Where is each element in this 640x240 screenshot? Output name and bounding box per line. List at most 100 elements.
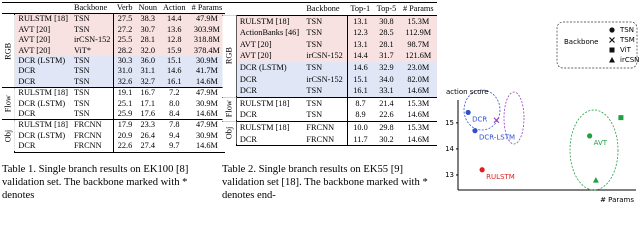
group-label: Obj [222,121,237,146]
column-header [2,1,71,15]
cell: 7.8 [160,119,189,131]
cell: TSN [70,13,115,25]
cell: TSN [303,27,348,39]
cell: DCR (LSTM) [18,98,66,108]
column-header: # Params [188,1,226,15]
cell: 14.6M [399,109,437,122]
table-row: AVT [20] TSN 13.1 28.1 98.7M [222,38,437,51]
y-tick-label: 14 [445,145,454,153]
cell: DCR [14,76,71,89]
table-row: DCR TSN 25.9 17.6 8.4 14.6M [2,109,226,121]
cell: 16.7 [135,87,160,99]
legend-marker [609,27,615,33]
table-row: DCR (LSTM) TSN 25.1 17.1 8.0 30.9M [2,98,225,110]
table-row: DCR (LSTM) TSN 30.3 36.0 15.1 30.9M [2,56,226,67]
cell: 21.4 [373,96,400,110]
cell: TSN [70,98,115,110]
figure: action score # Params Backbone 13 14 15 TSN… [445,21,640,204]
legend-marker [609,57,615,63]
cell: 112.9M [399,27,437,39]
cell: RULSTM [18] [14,119,71,131]
point [618,115,624,121]
point-label: DCR-LSTM [479,134,515,142]
cell: DCR (LSTM) [14,56,71,67]
cell: 8.7 [347,96,374,110]
y-tick-label: 13 [445,171,454,179]
cell: 47.9M [188,87,226,99]
cell: 19.1 [113,87,136,99]
cell: 32.7 [135,76,160,89]
cell: 30.2 [373,133,400,147]
legend-label: irCSN152 [620,56,640,64]
point [472,128,478,134]
cell: 12.3 [347,27,374,39]
cell: 82.0M [399,73,437,86]
point [479,167,485,173]
cell: 8.9 [347,109,374,122]
cell: 22.6 [113,141,136,153]
cell: 14.6 [160,66,189,77]
point-label: AVT [594,139,608,147]
cell: TSN [303,61,348,74]
table-row: DCR FRCNN 22.6 27.4 9.7 14.6M [2,141,226,153]
point [465,109,471,116]
cell: 8.4 [160,109,189,121]
legend-marker [609,37,615,43]
table-row: DCR FRCNN 11.7 30.2 14.6M [222,133,437,147]
cell: 378.4M [188,45,226,57]
column-header [222,2,304,16]
table-row: Flow RULSTM [18] TSN 19.1 16.7 7.2 47.9M [2,87,226,120]
cell: 32.6 [113,76,136,89]
cell: 27.4 [135,141,160,153]
cell: 25.5 [113,35,136,46]
cell: 303.9M [188,24,226,36]
cell: FRCNN [70,130,115,142]
cell: 9.7 [160,141,189,153]
cell: 47.9M [188,13,226,25]
cell: 25.9 [113,109,136,121]
cell: 16.1 [160,76,189,89]
column-header: Action [160,1,189,15]
cell: FRCNN [70,141,115,153]
legend-label: TSN [619,26,634,34]
cell: TSN [303,38,348,51]
cell: 27.2 [113,24,136,36]
table-row: RGB RULSTM [18] TSN 27.5 38.3 14.4 47.9M [2,13,226,88]
cell: 30.8 [373,14,400,28]
group-label: Obj [2,119,15,153]
cell: 36.0 [135,56,160,67]
cell: DCR [14,141,71,153]
cell: 28.1 [135,35,160,46]
cell: DCR [14,109,71,121]
cell: DCR [14,66,71,77]
cell: FRCNN [70,119,115,131]
cell: RULSTM [18] [236,96,304,110]
table-row: DCR TSN 8.9 22.6 14.6M [222,109,437,122]
cell: 16.1 [347,85,374,98]
cell: 32.9 [373,61,400,74]
column-header: Top-1 [347,2,374,16]
cell: 121.6M [399,50,437,62]
cell: 15.3M [399,120,437,134]
cell: 9.4 [169,130,180,140]
cell: RULSTM [18] [14,87,71,99]
cell: TSN [70,109,115,121]
cell: TSN [70,76,115,89]
point-label: RULSTM [486,173,515,181]
cell: TSN [70,66,115,77]
cell: 13.6 [160,24,189,36]
cell: 98.7M [399,38,437,51]
table-row: Flow RULSTM [18] TSN 8.7 21.4 15.3M [222,96,437,122]
cell: DCR (LSTM) [18,130,66,140]
group-outline [569,109,619,191]
table-row: DCR TSN 32.6 32.7 16.1 14.6M [2,76,226,89]
cell: 26.4 [140,130,156,140]
cell: 10.0 [347,120,374,134]
table-row: DCR (LSTM) TSN 14.6 32.9 23.0M [222,61,437,74]
cell: TSN [303,96,348,110]
header-row: Backbone Top-1 Top-5 # Params [222,2,437,16]
cell: 32.0 [135,45,160,57]
group-label: RGB [222,15,237,98]
table-row: DCR TSN 31.0 31.1 14.6 41.7M [2,66,226,77]
cell: TSN [70,56,115,67]
